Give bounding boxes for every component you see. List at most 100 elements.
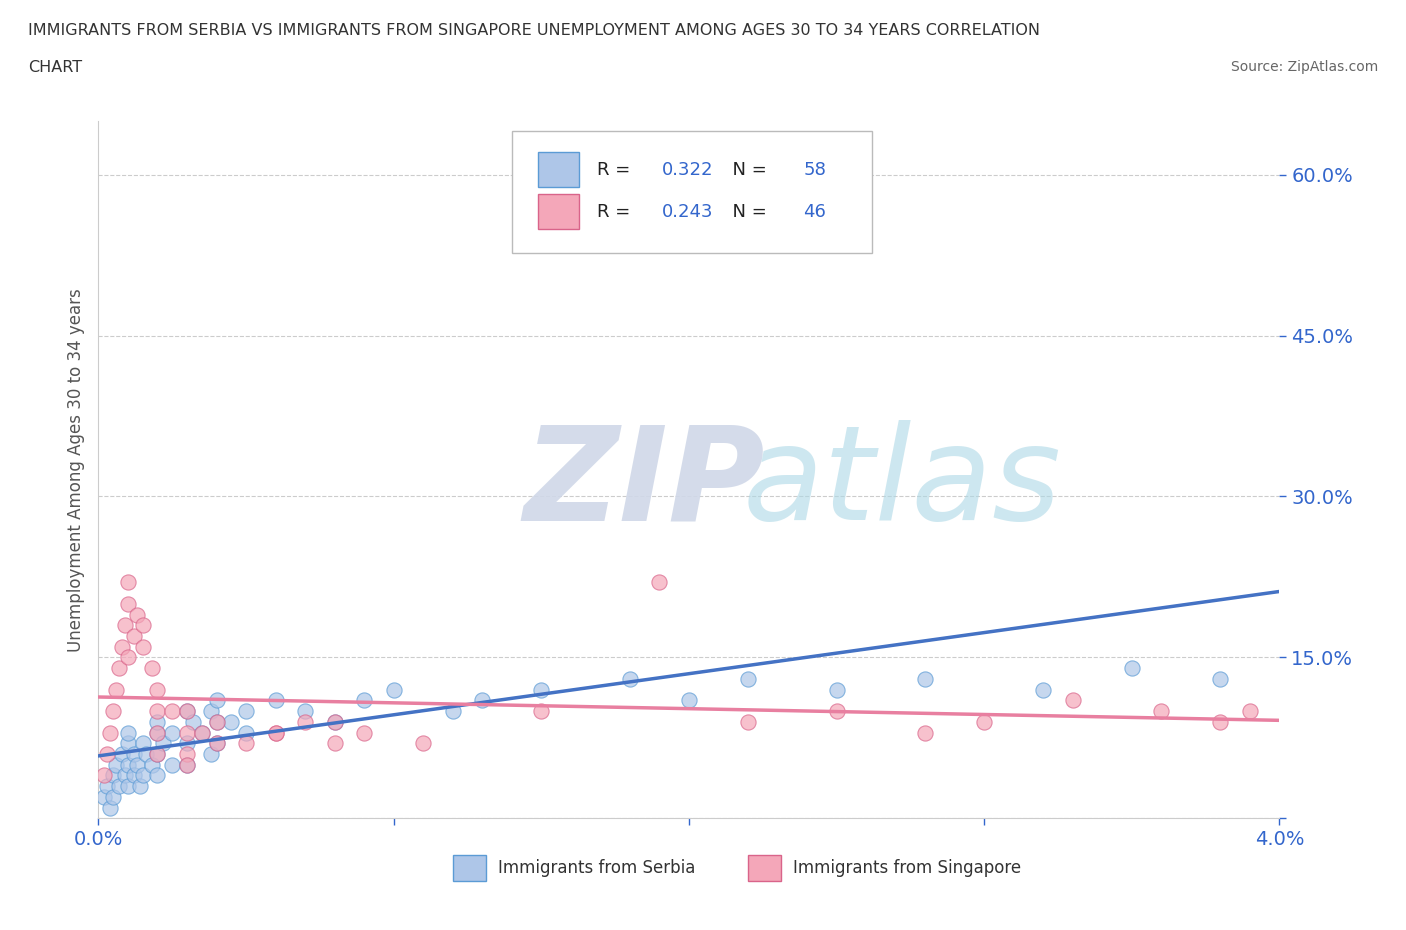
Point	[132, 768, 155, 783]
Point	[235, 736, 257, 751]
Point	[122, 768, 145, 783]
Point	[441, 704, 464, 719]
Point	[146, 725, 169, 740]
Point	[114, 618, 136, 632]
Point	[294, 714, 316, 729]
Point	[117, 575, 139, 590]
FancyBboxPatch shape	[748, 855, 782, 882]
Text: 46: 46	[803, 203, 827, 220]
Point	[264, 725, 287, 740]
Point	[382, 683, 405, 698]
FancyBboxPatch shape	[512, 131, 872, 254]
Point	[125, 607, 148, 622]
Point	[205, 736, 228, 751]
Point	[141, 660, 163, 675]
Text: N =: N =	[721, 203, 772, 220]
Point	[1062, 693, 1084, 708]
Text: Immigrants from Serbia: Immigrants from Serbia	[498, 859, 695, 877]
Point	[825, 704, 848, 719]
Point	[825, 683, 848, 698]
Text: 0.243: 0.243	[662, 203, 713, 220]
Point	[1032, 683, 1054, 698]
Point	[162, 725, 183, 740]
Point	[323, 736, 346, 751]
Point	[1121, 660, 1143, 675]
Point	[146, 683, 169, 698]
Point	[353, 725, 375, 740]
Point	[176, 747, 198, 762]
Point	[105, 757, 128, 772]
FancyBboxPatch shape	[537, 194, 579, 229]
Point	[181, 714, 204, 729]
Point	[323, 714, 346, 729]
Point	[114, 768, 136, 783]
Point	[146, 768, 169, 783]
Point	[264, 725, 287, 740]
Point	[648, 575, 671, 590]
Point	[117, 778, 139, 793]
Point	[471, 693, 494, 708]
Point	[264, 693, 287, 708]
Point	[162, 757, 183, 772]
Point	[132, 736, 155, 751]
Point	[176, 757, 198, 772]
Point	[221, 714, 243, 729]
Point	[146, 747, 169, 762]
Point	[973, 714, 995, 729]
Text: IMMIGRANTS FROM SERBIA VS IMMIGRANTS FROM SINGAPORE UNEMPLOYMENT AMONG AGES 30 T: IMMIGRANTS FROM SERBIA VS IMMIGRANTS FRO…	[28, 23, 1040, 38]
Point	[146, 725, 169, 740]
Point	[737, 671, 759, 686]
Point	[117, 725, 139, 740]
FancyBboxPatch shape	[537, 153, 579, 187]
Point	[108, 778, 131, 793]
Point	[1209, 714, 1232, 729]
Point	[205, 736, 228, 751]
Point	[135, 747, 157, 762]
Text: Source: ZipAtlas.com: Source: ZipAtlas.com	[1230, 60, 1378, 74]
Point	[141, 757, 163, 772]
Point	[353, 693, 375, 708]
Point	[152, 736, 174, 751]
Point	[323, 714, 346, 729]
Point	[235, 725, 257, 740]
Point	[98, 725, 121, 740]
Y-axis label: Unemployment Among Ages 30 to 34 years: Unemployment Among Ages 30 to 34 years	[66, 287, 84, 652]
Point	[530, 683, 553, 698]
Point	[117, 596, 139, 611]
Text: 58: 58	[803, 161, 827, 179]
Point	[111, 639, 134, 654]
Point	[412, 736, 434, 751]
Point	[103, 704, 125, 719]
Point	[1209, 671, 1232, 686]
Point	[176, 704, 198, 719]
Point	[1239, 704, 1261, 719]
Point	[111, 747, 134, 762]
Text: ZIP: ZIP	[523, 420, 765, 547]
Text: N =: N =	[721, 161, 772, 179]
Point	[191, 725, 214, 740]
Point	[678, 693, 700, 708]
Point	[200, 747, 222, 762]
Point	[146, 747, 169, 762]
Point	[737, 714, 759, 729]
Point	[176, 725, 198, 740]
Point	[96, 778, 118, 793]
Point	[132, 618, 155, 632]
Point	[176, 757, 198, 772]
Point	[98, 800, 121, 815]
Point	[530, 704, 553, 719]
Point	[146, 714, 169, 729]
Point	[294, 704, 316, 719]
Text: 0.322: 0.322	[662, 161, 713, 179]
Point	[105, 683, 128, 698]
Point	[122, 629, 145, 644]
Text: R =: R =	[596, 161, 636, 179]
Point	[122, 747, 145, 762]
Point	[117, 757, 139, 772]
Text: Immigrants from Singapore: Immigrants from Singapore	[793, 859, 1021, 877]
Point	[93, 768, 115, 783]
Point	[93, 790, 115, 804]
Point	[125, 757, 148, 772]
Point	[103, 768, 125, 783]
Point	[205, 714, 228, 729]
